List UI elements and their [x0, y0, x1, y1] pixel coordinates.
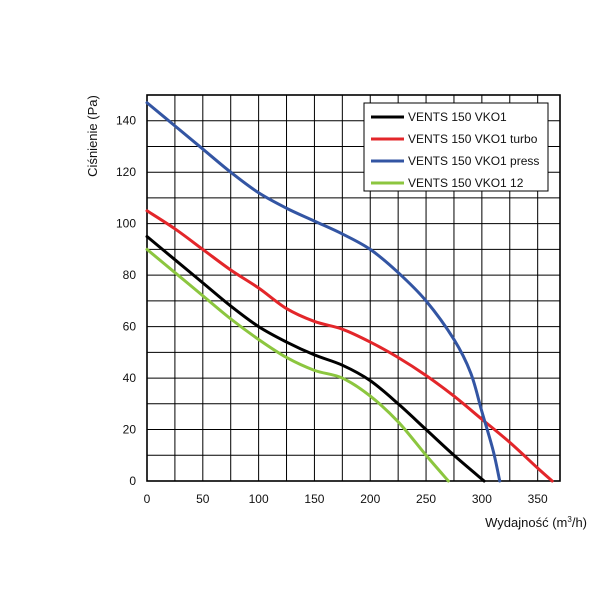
y-tick-label: 100	[116, 217, 136, 231]
x-axis-title-sup: 3	[567, 515, 572, 524]
x-tick-label: 350	[528, 492, 548, 506]
x-tick-label: 200	[360, 492, 380, 506]
plot-frame	[146, 94, 561, 482]
y-axis-ticks: 0 20 40 60 80 100 120 140	[116, 114, 136, 488]
x-axis-title: Wydajność (m3/h)	[485, 515, 587, 530]
legend-label-2: VENTS 150 VKO1 press	[408, 154, 539, 168]
y-tick-label: 60	[123, 320, 137, 334]
series-line-0	[145, 235, 486, 483]
series-line-3	[145, 247, 450, 483]
series-line-2	[145, 101, 502, 483]
x-axis-ticks: 0 50 100 150 200 250 300 350	[144, 492, 548, 506]
x-tick-label: 150	[304, 492, 324, 506]
y-tick-label: 40	[123, 371, 137, 385]
x-tick-label: 300	[472, 492, 492, 506]
y-tick-label: 80	[123, 268, 137, 282]
y-axis-title: Ciśnienie (Pa)	[85, 95, 100, 177]
x-axis-title-tail: /h)	[572, 515, 587, 530]
y-tick-label: 20	[123, 423, 137, 437]
x-tick-label: 50	[196, 492, 210, 506]
x-tick-label: 100	[249, 492, 269, 506]
x-axis-title-main: Wydajność (m	[485, 515, 567, 530]
legend-label-3: VENTS 150 VKO1 12	[408, 176, 524, 190]
y-tick-label: 0	[129, 474, 136, 488]
y-tick-label: 140	[116, 114, 136, 128]
y-tick-label: 120	[116, 165, 136, 179]
legend-label-1: VENTS 150 VKO1 turbo	[408, 132, 538, 146]
series-layer	[145, 101, 554, 483]
series-line-1	[145, 209, 554, 483]
legend: VENTS 150 VKO1 VENTS 150 VKO1 turbo VENTS …	[363, 102, 549, 192]
x-tick-label: 0	[144, 492, 151, 506]
x-tick-label: 250	[416, 492, 436, 506]
legend-label-0: VENTS 150 VKO1	[408, 110, 507, 124]
